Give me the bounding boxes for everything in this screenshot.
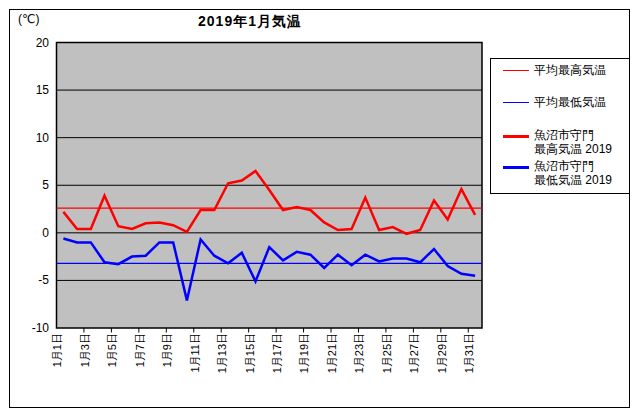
x-tick-label-1月1日: 1月1日 bbox=[51, 333, 63, 391]
legend-label-avg-low: 平均最低気温 bbox=[534, 95, 606, 109]
legend-label-2019-high-1: 魚沼市守門 bbox=[534, 128, 594, 142]
legend-line-avg-high bbox=[503, 70, 529, 71]
x-tick-label-1月29日: 1月29日 bbox=[436, 333, 448, 391]
legend-label-2019-low-2: 最低気温 2019 bbox=[534, 173, 612, 187]
x-tick-label-1月11日: 1月11日 bbox=[189, 333, 201, 391]
legend-line-avg-low bbox=[503, 102, 529, 103]
y-tick-label-15: 15 bbox=[13, 84, 49, 96]
legend-label-avg-high: 平均最高気温 bbox=[534, 63, 606, 77]
y-tick-label-5: 5 bbox=[13, 179, 49, 191]
y-tick-label--10: -10 bbox=[13, 322, 49, 334]
x-tick-label-1月13日: 1月13日 bbox=[216, 333, 228, 391]
legend-label-2019-low-1: 魚沼市守門 bbox=[534, 159, 594, 173]
legend-line-2019-high bbox=[503, 135, 529, 138]
x-tick-label-1月25日: 1月25日 bbox=[381, 333, 393, 391]
x-tick-label-1月15日: 1月15日 bbox=[244, 333, 256, 391]
x-tick-label-1月5日: 1月5日 bbox=[106, 333, 118, 391]
x-tick-label-1月21日: 1月21日 bbox=[326, 333, 338, 391]
x-tick-label-1月19日: 1月19日 bbox=[298, 333, 310, 391]
temperature-chart: (℃) 2019年1月気温 20151050-5-10 1月1日1月3日1月5日… bbox=[0, 0, 640, 420]
legend-line-2019-low bbox=[503, 166, 529, 169]
legend: 平均最高気温 平均最低気温 魚沼市守門 最高気温 2019 魚沼市守門 最低気温… bbox=[490, 58, 630, 194]
x-tick-label-1月27日: 1月27日 bbox=[408, 333, 420, 391]
x-tick-label-1月23日: 1月23日 bbox=[353, 333, 365, 391]
x-tick-label-1月7日: 1月7日 bbox=[134, 333, 146, 391]
y-tick-label--5: -5 bbox=[13, 274, 49, 286]
x-tick-label-1月9日: 1月9日 bbox=[161, 333, 173, 391]
x-tick-label-1月17日: 1月17日 bbox=[271, 333, 283, 391]
x-tick-label-1月3日: 1月3日 bbox=[79, 333, 91, 391]
y-tick-label-20: 20 bbox=[13, 37, 49, 49]
legend-label-2019-high-2: 最高気温 2019 bbox=[534, 142, 612, 156]
x-tick-label-1月31日: 1月31日 bbox=[463, 333, 475, 391]
y-tick-label-0: 0 bbox=[13, 227, 49, 239]
y-tick-label-10: 10 bbox=[13, 132, 49, 144]
